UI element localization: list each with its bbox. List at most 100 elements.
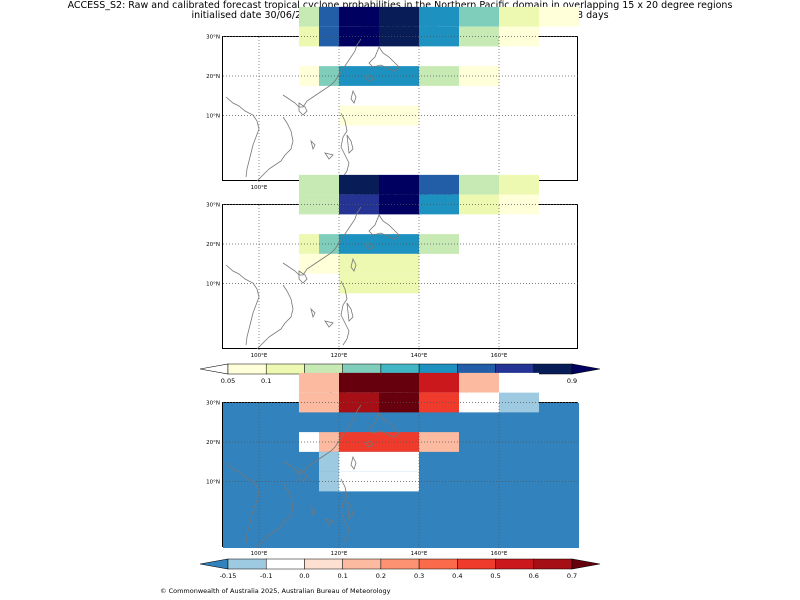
colorbar-segment [304, 363, 343, 375]
heatmap-cell [339, 6, 379, 27]
colorbar-segment [342, 363, 382, 375]
coastline [256, 116, 294, 182]
lon-tick-label: 140°E [411, 551, 428, 557]
heatmap-cell [339, 253, 419, 274]
heatmap-cell [299, 66, 319, 86]
lat-tick-label: 10°N [206, 114, 220, 120]
heatmap-cell [299, 372, 339, 393]
anomaly-colorbar: -0.15 -0.1 0.0 0.1 0.2 0.3 0.4 0.5 0.6 0.7 [199, 558, 601, 580]
coastline [350, 257, 357, 272]
map-anomaly: 100°E 120°E 140°E 160°E 30°N 20°N 10°N [206, 372, 579, 557]
colorbar-tick-label: 0.0 [299, 572, 309, 580]
heatmap-cell [319, 6, 339, 27]
colorbar-tick-label: 0.2 [376, 572, 386, 580]
coastline [324, 320, 334, 328]
coastline [324, 518, 334, 526]
coastline [364, 242, 374, 250]
colorbar-extend-right [571, 363, 601, 375]
heatmap-cell [419, 6, 459, 27]
lon-tick-label: 160°E [491, 551, 508, 557]
heatmap-cell [499, 26, 539, 47]
heatmap-cell [299, 253, 319, 274]
coastline [346, 302, 354, 322]
coastline [310, 505, 316, 517]
colorbar-tick-label: 0.5 [490, 572, 500, 580]
heatmap-cell [459, 174, 499, 195]
lat-tick-label: 30°N [206, 203, 220, 209]
heatmap-cell [299, 234, 319, 254]
coastline [225, 96, 260, 178]
lon-tick-label: 120°E [331, 551, 348, 557]
coastline [346, 500, 354, 520]
figure-title: ACCESS_S2: Raw and calibrated forecast t… [67, 0, 733, 11]
lat-tick-label: 20°N [206, 74, 220, 80]
coastline [282, 404, 362, 474]
heatmap-cell [299, 432, 319, 452]
lat-tick-label: 10°N [206, 480, 220, 486]
heatmap-cell [499, 174, 539, 195]
coastline [364, 440, 374, 448]
coastline [324, 152, 334, 160]
lon-tick-label: 100°E [251, 551, 268, 557]
heatmap-cell [499, 372, 539, 393]
colorbar-segment [380, 363, 420, 375]
coastline [298, 468, 308, 482]
coastline [364, 74, 374, 82]
lat-tick-label: 30°N [206, 35, 220, 41]
coastline [256, 284, 294, 350]
lat-tick-label: 20°N [206, 242, 220, 248]
coastline [350, 89, 357, 104]
colorbar-tick-label: 0.6 [529, 572, 539, 580]
heatmap-cell [419, 174, 459, 195]
colorbar-segment [457, 363, 496, 375]
coastline [298, 270, 308, 284]
calibrated-probability-map: 100°E 120°E 140°E 160°E 30°N 20°N 10°N [206, 174, 579, 359]
colorbar-segment [533, 558, 573, 570]
colorbar-segment [227, 558, 267, 570]
colorbar-segment [495, 558, 535, 570]
coastline [225, 462, 260, 544]
coastline [282, 206, 362, 276]
colorbar-segment [418, 558, 458, 570]
colorbar-tick-label: -0.1 [260, 572, 273, 580]
colorbar-extend-left [199, 558, 229, 570]
colorbar-segment [457, 558, 496, 570]
heatmap-cell [379, 372, 419, 393]
heatmap-cell [299, 6, 319, 27]
colorbar-segment [227, 363, 267, 375]
heatmap-cell [379, 194, 419, 215]
colorbar-segment [533, 363, 573, 375]
heatmap-cell [299, 26, 319, 47]
coastline [350, 455, 357, 470]
colorbar-segment [342, 558, 382, 570]
heatmap-cell [339, 451, 419, 472]
coastline [225, 264, 260, 346]
coastline [368, 412, 400, 438]
heatmap-cell [499, 392, 539, 413]
lon-tick-label: 100°E [251, 353, 268, 359]
coastline [346, 134, 354, 154]
heatmap-cell [299, 174, 339, 195]
heatmap-cell [499, 6, 539, 27]
heatmap-cell [459, 6, 499, 27]
lat-tick-label: 30°N [206, 401, 220, 407]
colorbar-tick-label: 0.4 [452, 572, 462, 580]
lat-tick-label: 10°N [206, 282, 220, 288]
heatmap-cell [379, 392, 419, 413]
lon-tick-label: 100°E [251, 185, 268, 191]
colorbar-tick-label: -0.15 [220, 572, 237, 580]
colorbar-segment [304, 558, 343, 570]
colorbar-segment [265, 363, 305, 375]
coastline [340, 112, 350, 178]
colorbar-tick-label: 0.1 [337, 572, 347, 580]
colorbar-extend-left [199, 363, 229, 375]
lat-tick-label: 20°N [206, 440, 220, 446]
heatmap-cell [459, 372, 499, 393]
colorbar-segment [265, 558, 305, 570]
heatmap-cell [379, 174, 419, 195]
heatmap-cell [379, 26, 419, 47]
coastline [310, 307, 316, 319]
coastline [340, 478, 350, 544]
